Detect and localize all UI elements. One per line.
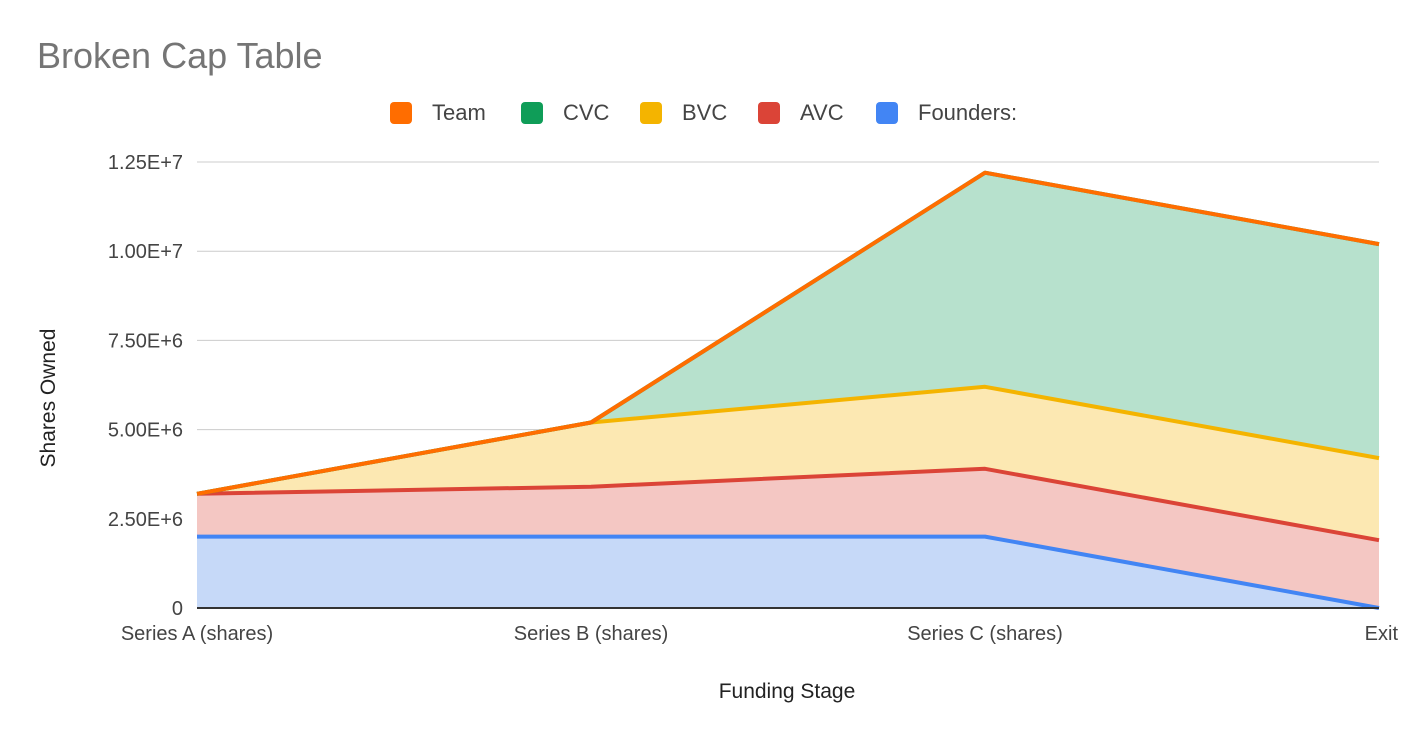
line-layer xyxy=(196,170,1380,610)
legend-item-avc[interactable]: AVC xyxy=(758,100,844,125)
x-tick-label: Series A (shares) xyxy=(121,623,273,645)
legend-label: CVC xyxy=(563,100,610,125)
x-tick-label: Series C (shares) xyxy=(907,623,1063,645)
legend-swatch xyxy=(390,102,412,124)
chart-title: Broken Cap Table xyxy=(37,35,323,76)
legend-label: AVC xyxy=(800,100,844,125)
x-tick-label: Series B (shares) xyxy=(514,623,669,645)
legend-label: BVC xyxy=(682,100,727,125)
legend-item-cvc[interactable]: CVC xyxy=(521,100,610,125)
legend-swatch xyxy=(521,102,543,124)
legend-label: Founders: xyxy=(918,100,1017,125)
legend-item-bvc[interactable]: BVC xyxy=(640,100,727,125)
y-axis-title: Shares Owned xyxy=(37,329,60,468)
x-tick-label: Exit xyxy=(1365,623,1399,645)
series-line-founders xyxy=(197,534,1380,610)
x-axis-title: Funding Stage xyxy=(719,680,856,703)
legend-swatch xyxy=(876,102,898,124)
y-tick-label: 0 xyxy=(172,598,183,620)
axes: Series A (shares) Series B (shares) Series… xyxy=(121,607,1399,645)
legend: Team CVC BVC AVC Founders: xyxy=(390,100,1017,125)
y-tick-label: 2.50E+6 xyxy=(108,509,183,531)
series-line-avc xyxy=(196,466,1380,543)
area-bvc xyxy=(197,386,1379,541)
area-layer xyxy=(197,172,1379,608)
area-founders xyxy=(197,536,1379,608)
y-tick-label: 1.00E+7 xyxy=(108,241,183,263)
legend-swatch xyxy=(758,102,780,124)
legend-item-team[interactable]: Team xyxy=(390,100,486,125)
legend-item-founders[interactable]: Founders: xyxy=(876,100,1017,125)
y-tick-label: 7.50E+6 xyxy=(108,330,183,352)
legend-label: Team xyxy=(432,100,486,125)
y-tick-label: 1.25E+7 xyxy=(108,152,183,174)
y-tick-label: 5.00E+6 xyxy=(108,420,183,442)
area-cvc xyxy=(197,172,1379,494)
area-avc xyxy=(197,468,1379,608)
grid: 0 2.50E+6 5.00E+6 7.50E+6 1.00E+7 1.25E+7 xyxy=(108,152,1379,620)
legend-swatch xyxy=(640,102,662,124)
series-line-team xyxy=(196,170,1380,496)
